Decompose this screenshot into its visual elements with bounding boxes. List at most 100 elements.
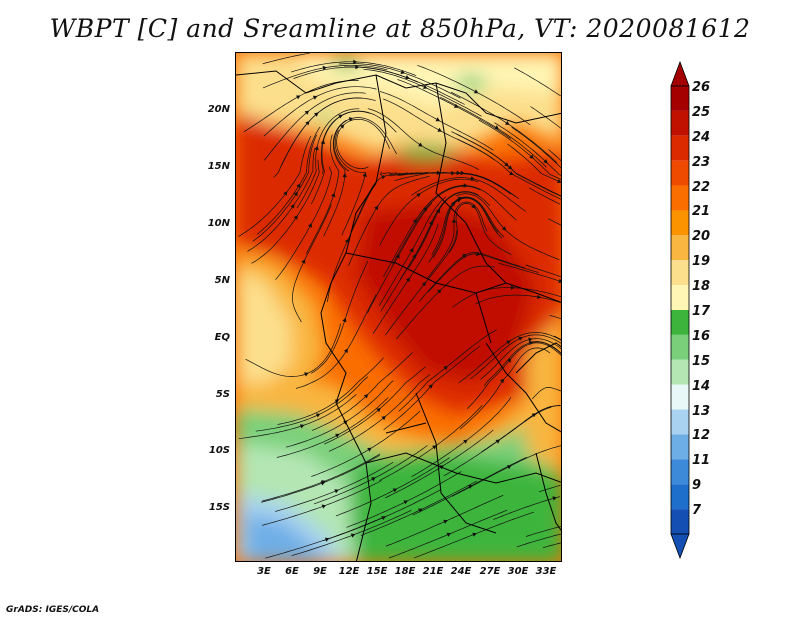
streamline-arrow	[510, 285, 515, 290]
colorbar-swatch-16	[671, 484, 689, 510]
lat-label-15n: 15N	[207, 161, 230, 172]
colorbar-label: 16	[692, 328, 711, 344]
streamline	[483, 341, 561, 387]
streamline-arrow	[340, 124, 345, 129]
colorbar-label: 23	[692, 154, 711, 170]
streamline-arrow	[416, 193, 421, 198]
colorbar-label: 26	[692, 80, 711, 95]
streamline-arrow	[320, 481, 326, 486]
streamline	[478, 119, 561, 180]
streamline-arrow	[320, 139, 325, 145]
lon-label-9e: 9E	[313, 566, 327, 577]
streamline-arrow	[518, 336, 523, 341]
lon-label-6e: 6E	[285, 566, 299, 577]
streamline	[532, 387, 561, 399]
colorbar-label: 20	[692, 229, 711, 245]
lon-label-24e: 24E	[450, 566, 472, 577]
streamline-arrow	[335, 433, 340, 438]
streamline	[538, 485, 561, 493]
colorbar-swatch-2	[671, 135, 689, 161]
streamline-arrow	[443, 365, 448, 371]
streamline-arrow	[376, 407, 381, 413]
streamline-arrow	[494, 125, 499, 130]
colorbar-label: 17	[692, 304, 711, 319]
streamline-arrow	[412, 218, 417, 224]
streamline-arrow	[293, 215, 298, 220]
streamline-arrow	[342, 317, 347, 323]
colorbar-label: 13	[692, 403, 711, 419]
streamline-arrow	[304, 372, 309, 377]
streamline-arrow	[504, 162, 509, 167]
streamline	[549, 315, 561, 320]
streamline-arrow	[558, 278, 561, 283]
streamline-arrow	[301, 259, 306, 264]
streamline-arrow	[501, 226, 507, 231]
streamline-arrow	[342, 173, 347, 178]
streamline-arrow	[423, 207, 428, 212]
colorbar-swatch-0	[671, 86, 689, 111]
streamline-arrow	[395, 254, 400, 259]
streamline	[452, 287, 561, 308]
streamline-arrow	[468, 485, 473, 489]
colorbar-label: 7	[692, 503, 702, 519]
colorbar-swatch-3	[671, 160, 689, 186]
streamline	[525, 264, 561, 278]
streamline-arrow	[557, 179, 561, 183]
colorbar-swatch-9	[671, 310, 689, 335]
streamlines	[238, 53, 561, 559]
streamline-arrow	[531, 413, 537, 418]
streamline-arrow	[308, 223, 312, 228]
colorbar-label: 19	[692, 254, 711, 270]
streamline-arrow	[315, 413, 321, 418]
colorbar-swatch-10	[671, 334, 689, 360]
streamline-arrow	[314, 145, 319, 151]
lon-label-27e: 27E	[479, 566, 501, 577]
streamline-arrow	[507, 358, 512, 363]
streamline-arrow	[462, 254, 467, 259]
colorbar-label: 24	[692, 129, 711, 145]
country-borders	[236, 70, 561, 561]
streamline-arrow	[381, 416, 386, 421]
streamline-arrow	[296, 183, 301, 188]
streamline-arrow	[296, 95, 301, 100]
streamline-arrow	[471, 204, 476, 209]
streamline-arrow	[457, 196, 463, 201]
streamline-arrow	[293, 191, 298, 197]
lat-label-15s: 15S	[208, 502, 230, 513]
streamline-arrow	[409, 247, 414, 253]
streamline	[475, 294, 561, 305]
streamline	[480, 338, 561, 380]
colorbar-swatch-11	[671, 359, 689, 385]
colorbar-swatch-1	[671, 110, 689, 136]
streamline	[548, 218, 561, 226]
streamline-arrow	[472, 532, 477, 537]
streamline	[543, 542, 561, 548]
streamline-arrow	[381, 516, 386, 521]
streamline-arrow	[363, 394, 369, 399]
streamline-arrow	[552, 496, 557, 501]
streamline-arrow	[437, 127, 442, 132]
lon-label-15e: 15E	[366, 566, 388, 577]
streamline	[525, 526, 561, 537]
streamline-arrow	[456, 170, 461, 176]
colorbar	[670, 60, 690, 560]
colorbar-swatch-7	[671, 260, 689, 286]
streamline	[514, 67, 561, 97]
streamline-arrow	[348, 117, 354, 122]
colorbar-label: 14	[692, 378, 711, 394]
streamline-arrow	[331, 192, 336, 198]
streamline-arrow	[453, 103, 459, 108]
streamline-arrow	[443, 519, 448, 524]
streamline-arrow	[362, 172, 367, 177]
lat-label-eq: EQ	[214, 332, 230, 343]
colorbar-top-arrow	[670, 60, 690, 87]
streamline-arrow	[536, 294, 542, 299]
colorbar-label: 25	[692, 104, 711, 120]
colorbar-swatch-12	[671, 384, 689, 410]
streamline-arrow	[446, 532, 452, 537]
streamline-arrow	[495, 439, 501, 444]
colorbar-swatch-5	[671, 210, 689, 236]
streamline	[516, 533, 561, 548]
streamline	[457, 138, 561, 200]
streamline-arrow	[505, 120, 510, 125]
